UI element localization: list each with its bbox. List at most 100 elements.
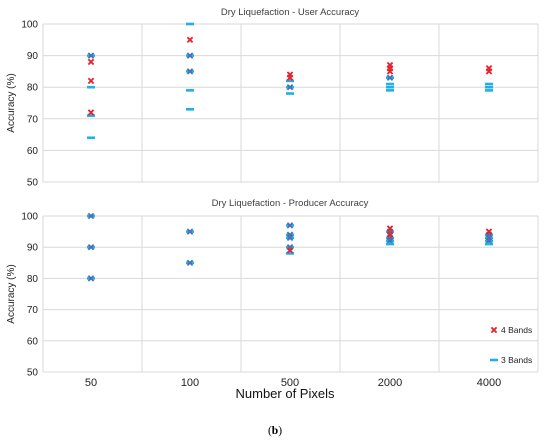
y-tick-label: 80 — [27, 83, 39, 94]
legend-label: 4 Bands — [501, 325, 532, 335]
x-tick-label: 2000 — [378, 377, 402, 389]
point-4-bands — [386, 68, 394, 75]
legend-marker — [490, 326, 498, 334]
chart-title: Dry Liquefaction - Producer Accuracy — [212, 198, 369, 209]
point-3-bands — [485, 85, 493, 89]
point-4-bands — [87, 77, 95, 85]
x-tick-label: 50 — [85, 377, 97, 389]
producer-accuracy-chart: Dry Liquefaction - Producer Accuracy Acc… — [6, 198, 539, 389]
caption-letter: b — [272, 425, 278, 437]
point-3-bands — [286, 79, 294, 83]
cross-stroke — [386, 68, 394, 75]
cross-stroke — [286, 247, 294, 254]
point-4-bands — [485, 68, 493, 75]
gridlines — [42, 215, 539, 373]
cross-stroke — [485, 68, 493, 75]
cross-stroke — [386, 231, 394, 238]
y-tick-labels: 50 60 70 80 90 100 — [21, 212, 38, 379]
x-tick-label: 4000 — [477, 377, 501, 389]
point-overlap — [386, 74, 394, 81]
point-3-bands — [485, 82, 493, 86]
point-3-bands — [485, 242, 493, 246]
legend-label: 3 Bands — [501, 355, 532, 365]
point-4-bands — [186, 36, 194, 44]
y-tick-label: 90 — [27, 243, 39, 254]
overlap-stroke — [87, 212, 95, 220]
point-4-bands — [286, 74, 294, 81]
point-3-bands — [386, 85, 394, 89]
overlap-stroke — [485, 237, 493, 245]
point-overlap — [286, 222, 294, 229]
y-tick-label: 60 — [27, 336, 39, 347]
cross-stroke — [485, 228, 493, 235]
overlap-stroke — [87, 275, 95, 282]
point-3-bands — [186, 108, 194, 111]
y-tick-label: 70 — [27, 114, 39, 125]
point-overlap — [87, 212, 95, 220]
y-tick-label: 90 — [27, 51, 39, 62]
point-3-bands — [87, 114, 95, 117]
point-overlap — [186, 52, 194, 59]
point-overlap — [286, 83, 294, 91]
overlap-stroke — [286, 234, 294, 242]
y-tick-label: 100 — [21, 20, 38, 31]
cross-stroke — [186, 36, 194, 44]
cross-stroke — [286, 74, 294, 81]
overlap-stroke — [186, 228, 194, 235]
y-tick-label: 80 — [27, 274, 39, 285]
point-3-bands — [485, 89, 493, 92]
cross-stroke — [87, 77, 95, 85]
point-overlap — [186, 68, 194, 75]
y-tick-label: 60 — [27, 146, 39, 157]
x-tick-labels: 50 100 500 2000 4000 — [85, 377, 501, 389]
point-overlap — [87, 275, 95, 282]
legend-item-3-bands: 3 Bands — [490, 355, 532, 365]
y-tick-label: 100 — [21, 212, 38, 223]
point-4-bands — [386, 225, 394, 232]
legend-item-4-bands: 4 Bands — [490, 325, 532, 335]
point-3-bands — [386, 82, 394, 86]
point-4-bands — [87, 109, 95, 116]
point-overlap — [286, 234, 294, 242]
gridlines — [42, 23, 539, 183]
cross-stroke — [87, 109, 95, 116]
point-3-bands — [186, 22, 194, 26]
data-points — [87, 212, 493, 282]
point-overlap — [186, 259, 194, 267]
point-overlap — [186, 228, 194, 235]
figure-caption: (b) — [268, 425, 282, 437]
y-tick-label: 50 — [27, 178, 39, 189]
user-accuracy-chart: Dry Liquefaction - User Accuracy Accurac… — [6, 7, 539, 189]
overlap-stroke — [286, 222, 294, 229]
overlap-stroke — [186, 259, 194, 267]
overlap-stroke — [87, 243, 95, 251]
cross-stroke — [386, 225, 394, 232]
legend: 4 Bands 3 Bands — [490, 325, 532, 365]
cross-stroke — [87, 58, 95, 66]
point-overlap — [485, 237, 493, 245]
y-axis-label: Accuracy (%) — [6, 73, 17, 132]
x-tick-label: 500 — [281, 377, 299, 389]
point-3-bands — [87, 136, 95, 140]
point-overlap — [386, 237, 394, 245]
x-tick-label: 100 — [181, 377, 199, 389]
point-3-bands — [186, 89, 194, 92]
legend-marker — [490, 358, 498, 362]
point-3-bands — [386, 89, 394, 92]
overlap-stroke — [386, 237, 394, 245]
overlap-stroke — [186, 52, 194, 59]
y-tick-label: 50 — [27, 368, 39, 379]
overlap-stroke — [87, 52, 95, 59]
point-overlap — [87, 243, 95, 251]
overlap-stroke — [286, 83, 294, 91]
caption-close: ) — [278, 425, 282, 437]
chart-title: Dry Liquefaction - User Accuracy — [221, 7, 360, 18]
y-axis-label: Accuracy (%) — [6, 264, 17, 323]
point-4-bands — [286, 247, 294, 254]
overlap-stroke — [386, 74, 394, 81]
y-tick-label: 70 — [27, 305, 39, 316]
y-tick-labels: 50 60 70 80 90 100 — [21, 20, 38, 189]
caption-open: ( — [268, 425, 272, 437]
point-4-bands — [485, 228, 493, 235]
